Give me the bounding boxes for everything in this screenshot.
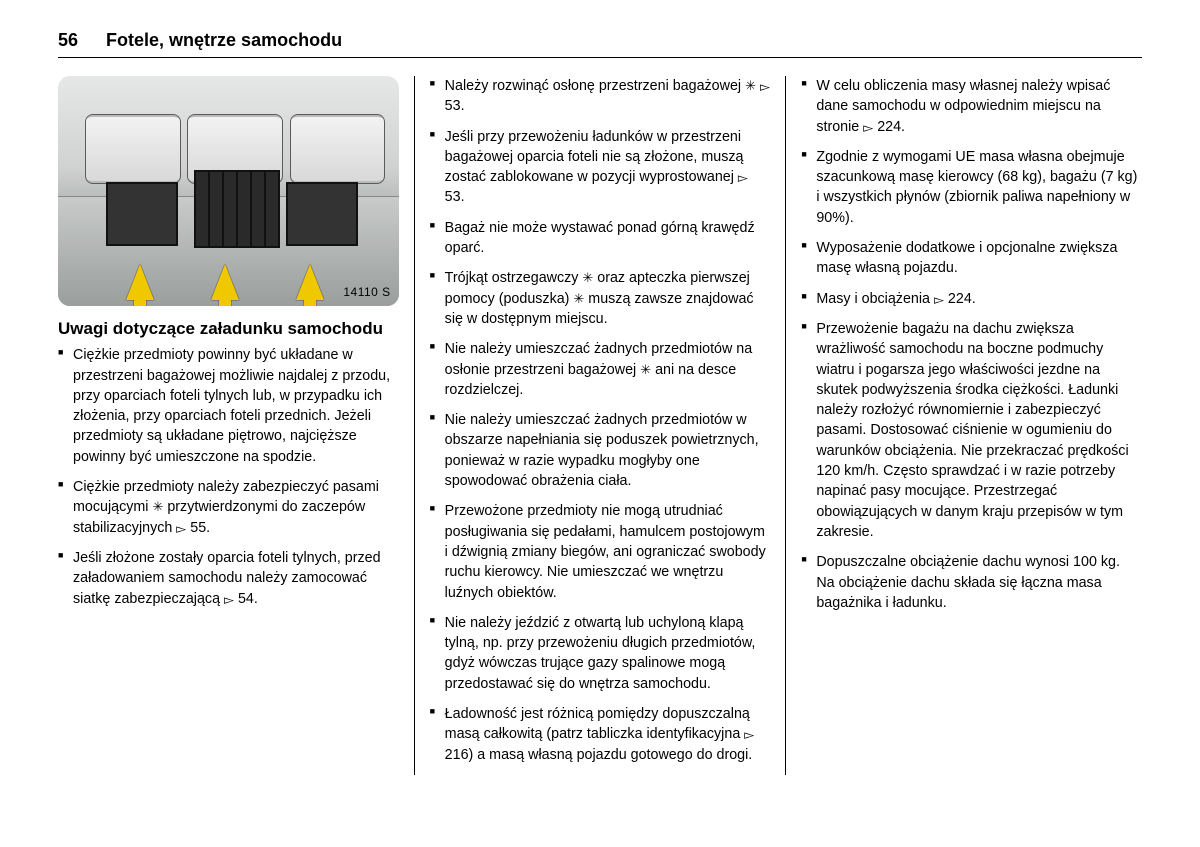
- list-item: Trójkąt ostrzegawczy ✳ oraz apteczka pie…: [430, 268, 771, 329]
- list-item: Zgodnie z wymogami UE masa własna obejmu…: [801, 147, 1142, 228]
- list-item: Wyposażenie dodatkowe i opcjonalne zwięk…: [801, 238, 1142, 279]
- col1-list: Ciężkie przedmioty powinny być układane …: [58, 345, 399, 609]
- section-subheading: Uwagi dotyczące załadunku samochodu: [58, 318, 399, 339]
- page-number: 56: [58, 30, 78, 51]
- column-1: 14110 S Uwagi dotyczące załadunku samoch…: [58, 76, 414, 775]
- col2-list: Należy rozwinąć osłonę przestrzeni bagaż…: [430, 76, 771, 765]
- list-item: Nie należy jeździć z otwartą lub uchylon…: [430, 613, 771, 694]
- cargo-illustration: 14110 S: [58, 76, 399, 306]
- list-item: Jeśli złożone zostały oparcia foteli tyl…: [58, 548, 399, 609]
- content-columns: 14110 S Uwagi dotyczące załadunku samoch…: [58, 76, 1142, 775]
- list-item: Ciężkie przedmioty powinny być układane …: [58, 345, 399, 467]
- list-item: Nie należy umieszczać żadnych przedmiotó…: [430, 410, 771, 491]
- column-3: W celu obliczenia masy własnej należy wp…: [785, 76, 1142, 775]
- list-item: Przewożenie bagażu na dachu zwiększa wra…: [801, 319, 1142, 542]
- illustration-tag: 14110 S: [343, 284, 390, 301]
- list-item: Ciężkie przedmioty należy zabezpieczyć p…: [58, 477, 399, 538]
- list-item: Ładowność jest różnicą pomiędzy dopuszcz…: [430, 704, 771, 765]
- list-item: Dopuszczalne obciążenie dachu wynosi 100…: [801, 552, 1142, 613]
- list-item: Bagaż nie może wystawać ponad górną kraw…: [430, 218, 771, 259]
- list-item: W celu obliczenia masy własnej należy wp…: [801, 76, 1142, 137]
- list-item: Masy i obciążenia ▻ 224.: [801, 289, 1142, 309]
- col3-list: W celu obliczenia masy własnej należy wp…: [801, 76, 1142, 613]
- page-header: 56 Fotele, wnętrze samochodu: [58, 30, 1142, 58]
- list-item: Należy rozwinąć osłonę przestrzeni bagaż…: [430, 76, 771, 117]
- list-item: Jeśli przy przewożeniu ładunków w przest…: [430, 127, 771, 208]
- list-item: Przewożone przedmioty nie mogą utrudniać…: [430, 501, 771, 602]
- column-2: Należy rozwinąć osłonę przestrzeni bagaż…: [414, 76, 786, 775]
- list-item: Nie należy umieszczać żadnych przedmiotó…: [430, 339, 771, 400]
- chapter-title: Fotele, wnętrze samochodu: [106, 30, 342, 51]
